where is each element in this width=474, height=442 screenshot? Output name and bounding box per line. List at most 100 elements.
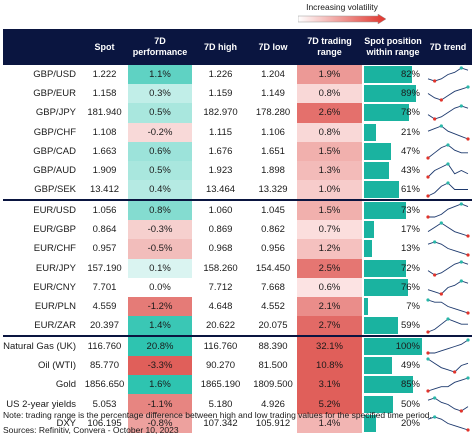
range-cell: 1.9% bbox=[297, 65, 362, 85]
perf-cell: -0.5% bbox=[128, 239, 192, 259]
sparkline-path bbox=[427, 280, 469, 295]
position-bar bbox=[364, 85, 416, 103]
position-bar bbox=[364, 259, 406, 277]
sparkline-low-point bbox=[466, 428, 470, 432]
sparkline bbox=[427, 395, 469, 413]
position-bar-wrap: 89% bbox=[362, 85, 424, 103]
position-bar-wrap: 50% bbox=[362, 395, 424, 413]
sparkline-high-point bbox=[433, 240, 437, 245]
low-cell: 1.045 bbox=[249, 199, 297, 221]
table-row: EUR/ZAR 20.397 1.4% 20.622 20.075 2.7% 59% bbox=[3, 316, 472, 337]
position-value: 73% bbox=[400, 205, 420, 217]
perf-cell: 0.5% bbox=[128, 160, 192, 181]
low-cell: 0.862 bbox=[261, 224, 285, 236]
sparkline bbox=[426, 298, 470, 315]
table-body: GBP/USD 1.222 1.1% 1.226 1.204 1.9% 82% GBP/EUR… bbox=[3, 65, 472, 433]
sparkline-path bbox=[427, 144, 468, 159]
position-cell: 76% bbox=[362, 278, 424, 297]
sparkline-path bbox=[427, 241, 469, 256]
sparkline-low-point bbox=[466, 234, 470, 238]
perf-cell: -0.2% bbox=[128, 122, 192, 142]
sparkline-high-point bbox=[466, 376, 470, 380]
position-cell: 72% bbox=[362, 259, 424, 278]
position-cell: 61% bbox=[362, 180, 424, 200]
low-cell: 1.898 bbox=[261, 165, 285, 177]
spot-cell: 0.957 bbox=[92, 243, 117, 255]
position-bar bbox=[364, 202, 407, 220]
position-value: 85% bbox=[400, 379, 420, 391]
sparkline-path bbox=[427, 182, 468, 197]
low-cell: 178.280 bbox=[255, 107, 291, 119]
perf-cell: -0.3% bbox=[128, 220, 192, 240]
trend-header: 7D trend bbox=[424, 29, 472, 65]
low-cell: 1809.500 bbox=[253, 379, 293, 391]
volatility-legend: Increasing volatility bbox=[296, 0, 388, 26]
range-cell: 32.1% bbox=[297, 335, 362, 357]
sparkline-low-point bbox=[426, 175, 430, 179]
range-cell: 1.5% bbox=[297, 141, 362, 161]
pair-label: GBP/CAD bbox=[33, 145, 76, 157]
position-bar-wrap: 85% bbox=[362, 376, 424, 394]
position-cell: 7% bbox=[362, 297, 424, 316]
spot-cell: 1.108 bbox=[92, 126, 117, 138]
perf-cell: 0.1% bbox=[128, 258, 192, 278]
trend-cell bbox=[424, 316, 472, 336]
trend-cell bbox=[424, 259, 472, 278]
position-bar bbox=[364, 338, 422, 356]
position-bar bbox=[364, 240, 372, 258]
pair-label: Oil (WTI) bbox=[38, 360, 76, 372]
position-value: 21% bbox=[400, 126, 420, 138]
perf-cell: 0.6% bbox=[128, 141, 192, 161]
table-row: Oil (WTI) 85.770 -3.3% 90.270 81.500 10.8% 49% bbox=[3, 356, 472, 376]
low-cell: 1.204 bbox=[261, 69, 285, 81]
sparkline-low-point bbox=[433, 79, 437, 83]
range-cell: 1.5% bbox=[297, 199, 362, 221]
sparkline bbox=[426, 338, 470, 355]
spot-cell: 1.663 bbox=[92, 145, 117, 157]
position-cell: 100% bbox=[362, 335, 424, 357]
spot-cell: 1.158 bbox=[92, 88, 117, 100]
sparkline-low-point bbox=[433, 117, 437, 122]
range-cell: 1.0% bbox=[297, 180, 362, 201]
spot-cell: 181.940 bbox=[87, 107, 122, 119]
pair-label: EUR/USD bbox=[3, 199, 81, 221]
high-cell: 1.159 bbox=[208, 88, 233, 100]
trend-cell bbox=[424, 180, 472, 200]
position-bar bbox=[364, 104, 410, 122]
low-header: 7D low bbox=[249, 29, 297, 65]
position-cell: 85% bbox=[362, 375, 424, 394]
source-line: Sources: Refinitiv, Convera - October 10… bbox=[3, 425, 179, 435]
perf-cell: -1.2% bbox=[128, 296, 192, 317]
pair-label: EUR/CHF bbox=[33, 243, 76, 255]
position-bar-wrap: 20% bbox=[362, 414, 424, 432]
range-cell: 2.7% bbox=[297, 316, 362, 337]
position-value: 82% bbox=[400, 69, 420, 81]
position-cell: 78% bbox=[362, 103, 424, 122]
position-cell: 82% bbox=[362, 65, 424, 84]
high-cell: 1.226 bbox=[208, 69, 233, 81]
spot-cell: 1856.650 bbox=[84, 379, 125, 391]
trend-cell bbox=[424, 335, 472, 357]
position-bar bbox=[364, 66, 412, 84]
pair-label: GBP/SEK bbox=[34, 184, 76, 196]
high-cell: 1.115 bbox=[208, 126, 233, 138]
high-cell: 1.923 bbox=[208, 165, 233, 177]
spot-header: Spot bbox=[81, 29, 128, 65]
table-row: EUR/USD 1.056 0.8% 1.060 1.045 1.5% 73% bbox=[3, 199, 472, 221]
sparkline-path bbox=[427, 261, 469, 276]
position-value: 43% bbox=[400, 165, 420, 177]
low-cell: 88.390 bbox=[249, 335, 297, 357]
high-cell: 107.342 bbox=[203, 417, 238, 429]
sparkline-path bbox=[427, 222, 469, 237]
position-bar-wrap: 7% bbox=[362, 297, 424, 315]
pair-label: EUR/ZAR bbox=[34, 320, 76, 332]
sparkline-high-point bbox=[459, 259, 463, 264]
position-bar-wrap: 49% bbox=[362, 357, 424, 375]
position-cell: 43% bbox=[362, 161, 424, 180]
sparkline-high-point bbox=[459, 104, 463, 109]
high-cell: 5.180 bbox=[208, 398, 233, 410]
sparkline-high-point bbox=[466, 85, 470, 89]
high-cell: 182.970 bbox=[203, 107, 238, 119]
range-cell: 1.4% bbox=[297, 413, 362, 433]
spot-cell: 0.864 bbox=[92, 224, 117, 236]
